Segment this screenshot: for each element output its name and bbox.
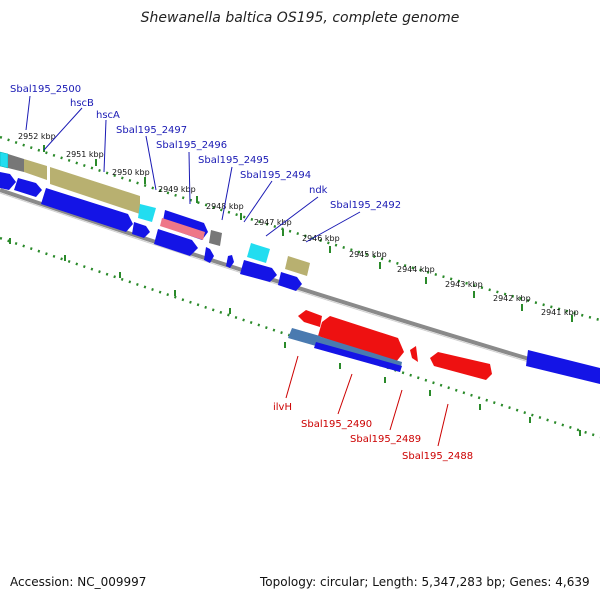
genome-backbone-shadow xyxy=(0,192,600,384)
forward-blue-track xyxy=(0,172,600,384)
gene-arrow-blue xyxy=(526,350,600,384)
accession-text: Accession: NC_009997 xyxy=(10,575,147,589)
scale-label: 2947 kbp xyxy=(254,218,292,227)
scale-label: 2950 kbp xyxy=(112,168,150,177)
genome-stats-text: Topology: circular; Length: 5,347,283 bp… xyxy=(260,575,590,589)
gene-label-forward: Sbal195_2500 xyxy=(10,84,81,95)
gene-arrow-red xyxy=(430,352,492,380)
leader-line xyxy=(337,373,353,415)
forward-feature-track xyxy=(0,151,310,276)
gene-arrow-blue xyxy=(0,172,16,190)
gene-arrow-grey xyxy=(209,230,222,246)
gene-arrow-cyan xyxy=(247,243,270,263)
leader-line xyxy=(389,389,403,431)
scale-label: 2952 kbp xyxy=(18,132,56,141)
gene-arrow-blue xyxy=(314,342,402,372)
outer-scale-line xyxy=(0,135,600,322)
scale-label: 2946 kbp xyxy=(302,234,340,243)
gene-arrow-blue xyxy=(204,247,214,263)
gene-label-forward: hscA xyxy=(96,110,120,121)
gene-arrow-olive xyxy=(285,256,310,276)
gene-label-reverse: ilvH xyxy=(273,402,292,413)
gene-label-forward: hscB xyxy=(70,98,94,109)
scale-label: 2941 kbp xyxy=(541,308,579,317)
inner-scale-line xyxy=(0,236,600,439)
leader-line xyxy=(265,196,319,237)
gene-arrow-blue xyxy=(278,272,302,291)
gene-label-forward: Sbal195_2495 xyxy=(198,155,269,166)
gene-label-forward: Sbal195_2497 xyxy=(116,125,187,136)
gene-arrow-blue xyxy=(226,255,234,268)
inner-ticks xyxy=(9,238,581,436)
gene-label-reverse: Sbal195_2488 xyxy=(402,451,473,462)
leader-line xyxy=(188,151,191,205)
gene-label-forward: Sbal195_2494 xyxy=(240,170,311,181)
gene-arrow-cyan xyxy=(0,151,9,169)
scale-label: 2945 kbp xyxy=(349,250,387,259)
reverse-feature-track xyxy=(288,310,492,380)
leader-line xyxy=(305,211,361,243)
leader-line xyxy=(43,107,83,151)
genome-backbone xyxy=(0,188,600,382)
gene-label-forward: ndk xyxy=(309,185,328,196)
gene-arrow-olive xyxy=(50,167,140,214)
gene-arrow-olive xyxy=(24,159,47,180)
leader-line xyxy=(103,119,107,173)
leader-line xyxy=(243,180,273,223)
figure-title: Shewanella baltica OS195, complete genom… xyxy=(140,10,460,26)
scale-label: 2943 kbp xyxy=(445,280,483,289)
gene-arrow-steelblue xyxy=(288,328,320,346)
gene-arrow-cyan xyxy=(138,204,156,222)
scale-label: 2944 kbp xyxy=(397,265,435,274)
leader-line xyxy=(145,135,157,191)
gene-label-reverse: Sbal195_2490 xyxy=(301,419,372,430)
gene-arrow-blue xyxy=(132,222,150,238)
leader-line xyxy=(285,355,299,399)
leader-line xyxy=(221,166,233,221)
leader-line xyxy=(25,95,31,131)
scale-label: 2942 kbp xyxy=(493,294,531,303)
gene-label-forward: Sbal195_2492 xyxy=(330,200,401,211)
gene-arrow-grey xyxy=(8,154,24,172)
outer-ticks xyxy=(43,145,573,322)
gene-arrow-blue xyxy=(154,229,198,256)
gene-arrow-pink xyxy=(160,218,205,240)
gene-arrow-red xyxy=(410,346,418,362)
gene-arrow-blue xyxy=(14,178,42,197)
gene-arrow-red xyxy=(298,310,322,327)
gene-arrow-red xyxy=(318,316,404,362)
gene-arrow-blue xyxy=(41,188,133,232)
leader-line xyxy=(437,403,449,447)
scale-label: 2951 kbp xyxy=(66,150,104,159)
gene-label-reverse: Sbal195_2489 xyxy=(350,434,421,445)
scale-label: 2949 kbp xyxy=(158,185,196,194)
gene-arrow-blue xyxy=(240,260,277,282)
gene-label-forward: Sbal195_2496 xyxy=(156,140,227,151)
